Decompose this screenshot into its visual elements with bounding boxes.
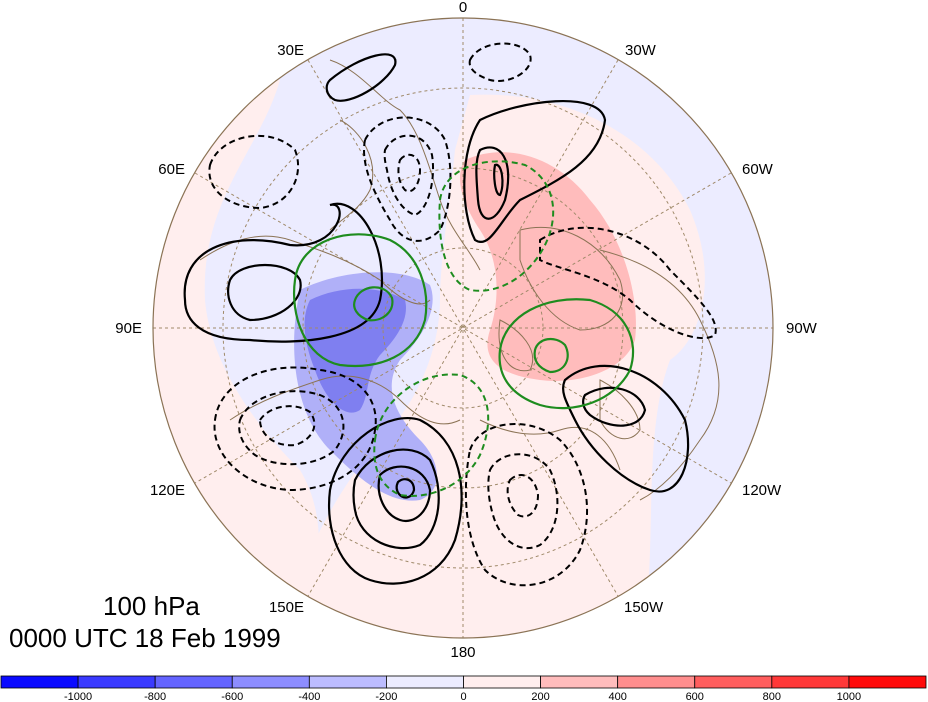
black-dashed-contours: [208, 42, 717, 587]
coast-north-america: [599, 249, 720, 501]
colorbar-box: [463, 675, 541, 689]
green-contour-dashed: [373, 373, 490, 497]
lon-label-120e: 120E: [150, 482, 185, 499]
green-contour-solid: [353, 286, 394, 322]
coast-alaska: [479, 419, 621, 471]
coast-scandinavia: [329, 119, 374, 231]
colorbar-box: [771, 675, 850, 689]
lon-label-30e: 30E: [277, 42, 304, 59]
contour-solid: [183, 202, 384, 343]
contour-dashed: [464, 423, 589, 587]
contour-dashed: [213, 366, 377, 492]
lon-label-60w: 60W: [742, 161, 774, 178]
green-contour-dashed: [438, 160, 555, 292]
colorbar-tick-label: 1000: [837, 691, 861, 702]
colorbar-tick-label: 200: [531, 691, 549, 702]
black-contours: [183, 53, 690, 585]
colorbar-box: [0, 675, 79, 689]
green-contour-solid: [533, 337, 569, 374]
coast-europe: [329, 59, 481, 271]
pressure-level-label: 100 hPa: [103, 591, 200, 621]
colorbar-tick-label: 400: [608, 691, 626, 702]
lon-label-180: 180: [450, 644, 475, 661]
coast-siberia: [229, 375, 461, 425]
colorbar-tick-label: 0: [460, 691, 466, 702]
colorbar-box: [694, 675, 773, 689]
colorbar-tick-label: -800: [144, 691, 166, 702]
contour-dashed: [506, 474, 540, 518]
lon-label-90w: 90W: [786, 320, 818, 337]
contour-solid: [227, 263, 302, 322]
meridian: [307, 59, 619, 597]
colorbar-tick-label: 800: [763, 691, 781, 702]
contour-dashed: [397, 153, 422, 193]
colorbar-box: [308, 675, 387, 689]
colorbar-tick-labels: -1000 -800 -600 -400 -200 0 200 400 600 800 1000: [64, 691, 861, 702]
colorbar-boxes: [0, 675, 927, 689]
longitude-labels: 0 30W 60W 90W 120W 150W 180 150E 120E 90…: [115, 0, 817, 661]
lon-label-30w: 30W: [625, 42, 657, 59]
contour-dashed: [487, 453, 559, 550]
valid-time-label: 0000 UTC 18 Feb 1999: [9, 623, 281, 653]
colorbar-tick-label: -1000: [64, 691, 92, 702]
colorbar-box: [231, 675, 310, 689]
coast-hudson-bay: [599, 379, 641, 440]
colorbar-box: [386, 675, 464, 689]
meridian: [194, 172, 732, 484]
lon-label-150w: 150W: [624, 599, 664, 616]
lon-label-0: 0: [459, 0, 467, 16]
contour-dashed: [468, 42, 532, 82]
green-dashed-contours: [373, 160, 555, 497]
shaded-field: [153, 18, 773, 638]
colorbar-box: [540, 675, 619, 689]
colorbar-box: [77, 675, 156, 689]
colorbar-tick-label: 600: [686, 691, 704, 702]
contour-solid: [475, 146, 510, 220]
colorbar: -1000 -800 -600 -400 -200 0 200 400 600 800 1000: [0, 675, 927, 702]
colorbar-box: [154, 675, 233, 689]
latitude-circle: [222, 87, 704, 569]
contour-dashed: [363, 116, 452, 242]
lon-label-90e: 90E: [115, 320, 142, 337]
colorbar-tick-label: -400: [298, 691, 320, 702]
contour-solid: [325, 53, 397, 102]
contour-dashed: [208, 134, 300, 210]
meridian: [307, 59, 619, 597]
colorbar-box: [848, 675, 927, 689]
positive-region: [460, 152, 636, 381]
green-contour-solid: [293, 233, 428, 367]
contour-solid: [493, 163, 504, 197]
contour-solid: [377, 465, 432, 523]
lon-label-60e: 60E: [158, 161, 185, 178]
contour-solid: [395, 478, 416, 499]
coast-asia: [199, 235, 431, 305]
contour-solid: [328, 417, 463, 585]
map-boundary: [152, 17, 774, 639]
green-solid-contours: [293, 233, 635, 410]
lon-label-120w: 120W: [742, 482, 782, 499]
colorbar-box: [617, 675, 696, 689]
contour-dashed: [539, 226, 717, 340]
contour-dashed: [258, 405, 316, 447]
meridian: [194, 172, 732, 484]
contour-solid: [561, 364, 690, 493]
contour-dashed: [238, 390, 345, 466]
contour-solid: [352, 448, 440, 550]
colorbar-tick-label: -600: [221, 691, 243, 702]
colorbar-tick-label: -200: [375, 691, 397, 702]
contour-solid: [463, 99, 607, 244]
lon-label-150e: 150E: [269, 599, 304, 616]
green-contour-solid: [498, 298, 635, 410]
